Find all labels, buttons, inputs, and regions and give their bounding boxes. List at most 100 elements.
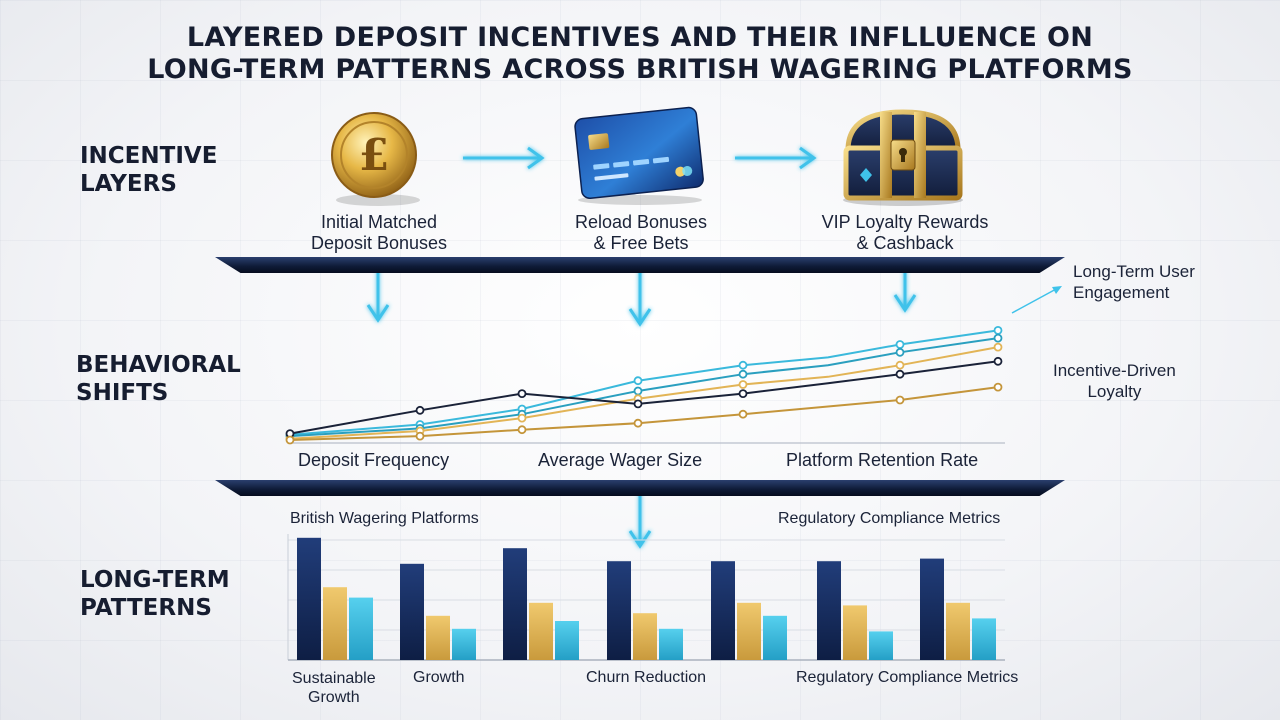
bar-group-5-series-3: [763, 615, 787, 660]
incentive-caption-initial-line-1: Initial Matched: [320, 212, 438, 232]
line-point: [895, 369, 905, 379]
line-point: [895, 340, 905, 349]
bar-group-6-series-3: [869, 631, 893, 660]
line-point: [895, 360, 905, 370]
bar-x-label-regulatory: Regulatory Compliance Metrics: [796, 669, 1019, 686]
bar-group-4-series-1: [607, 561, 631, 660]
line-point: [633, 376, 643, 386]
line-x-label-deposit-frequency: Deposit Frequency: [298, 450, 450, 470]
bar-group-1-series-2: [323, 587, 347, 660]
bar-group-6-series-2: [843, 605, 867, 660]
line-point: [738, 360, 748, 370]
arrow-down-icon: [628, 264, 652, 327]
section-behavioral-line-2: SHIFTS: [76, 380, 169, 406]
line-point: [738, 380, 748, 389]
line-point: [633, 386, 643, 396]
line-point: [285, 435, 295, 445]
line-point: [415, 405, 425, 415]
section-longterm-line-2: PATTERNS: [80, 595, 212, 621]
annotation-engagement-line-1: Long-Term User: [1073, 262, 1195, 281]
bar-group-6-series-1: [817, 561, 841, 660]
bar-group-2-series-2: [426, 615, 450, 660]
bar-group-7-series-2: [946, 602, 970, 660]
bar-group-4-series-3: [659, 628, 683, 660]
bar-group-3-series-1: [503, 548, 527, 660]
arrow-right-icon: [735, 146, 817, 170]
line-series-3: [289, 346, 999, 440]
bar-x-label-sustainable-growth: Sustainable Growth: [292, 669, 376, 707]
incentive-caption-initial-line-2: Deposit Bonuses: [310, 233, 448, 253]
svg-text:£: £: [359, 130, 390, 181]
incentive-caption-vip-line-2: & Cashback: [856, 233, 954, 253]
page-title: LAYERED DEPOSIT INCENTIVES AND THEIR INF…: [0, 22, 1280, 86]
divider-band-middle: [215, 480, 1065, 496]
behavior-line-chart: [285, 325, 1003, 445]
line-point: [993, 356, 1003, 366]
line-series-4: [289, 360, 999, 435]
patterns-bar-chart: [297, 537, 996, 660]
bar-group-1-series-1: [297, 537, 321, 660]
bar-x-label-growth: Growth: [413, 669, 465, 686]
divider-band-top: [215, 257, 1065, 273]
incentive-caption-reload: Reload Bonuses & Free Bets: [546, 212, 736, 254]
line-point: [517, 389, 527, 399]
line-point: [895, 395, 905, 405]
section-longterm-line-1: LONG-TERM: [80, 567, 230, 593]
bar-group-2-series-3: [452, 628, 476, 660]
bar-group-7-series-1: [920, 558, 944, 660]
line-point: [517, 413, 527, 423]
section-behavioral-line-1: BEHAVIORAL: [76, 352, 241, 378]
bar-group-2-series-1: [400, 563, 424, 660]
arrow-down-icon: [628, 488, 652, 549]
bar-group-3-series-2: [529, 602, 553, 660]
bar-group-5-series-2: [737, 602, 761, 660]
title-line-1: LAYERED DEPOSIT INCENTIVES AND THEIR INF…: [186, 22, 1094, 53]
bar-group-1-series-3: [349, 597, 373, 660]
credit-card-icon: [574, 106, 704, 205]
bar-group-3-series-3: [555, 621, 579, 660]
line-point: [415, 431, 425, 441]
line-x-label-average-wager: Average Wager Size: [538, 450, 703, 470]
annotation-engagement-line-2: Engagement: [1073, 283, 1170, 302]
line-point: [993, 333, 1003, 343]
title-line-2: LONG-TERM PATTERNS ACROSS BRITISH WAGERI…: [147, 54, 1133, 85]
pound-coin-icon: £: [331, 112, 420, 206]
line-point: [738, 369, 748, 379]
section-incentive-layers: INCENTIVE LAYERS: [80, 142, 217, 198]
line-point: [895, 347, 905, 357]
section-behavioral-shifts: BEHAVIORAL SHIFTS: [76, 351, 241, 407]
bar-group-7-series-3: [972, 618, 996, 660]
line-point: [517, 425, 527, 435]
line-x-label-retention-rate: Platform Retention Rate: [786, 450, 979, 470]
incentive-caption-vip: VIP Loyalty Rewards & Cashback: [800, 212, 1010, 254]
annotation-incentive-loyalty: Incentive-Driven Loyalty: [1053, 360, 1176, 402]
bar-top-label-compliance: Regulatory Compliance Metrics: [778, 510, 1001, 527]
section-incentive-line-1: INCENTIVE: [80, 143, 218, 169]
line-series-1: [289, 329, 999, 436]
incentive-caption-initial: Initial Matched Deposit Bonuses: [289, 212, 469, 254]
line-series-2: [289, 337, 999, 438]
arrow-down-icon: [366, 264, 390, 323]
treasure-chest-icon: [843, 109, 963, 206]
line-point: [993, 382, 1003, 392]
line-series-5: [289, 386, 999, 441]
section-incentive-line-2: LAYERS: [80, 171, 177, 197]
bar-x-label-sustainable-line-1: Sustainable: [292, 670, 376, 687]
arrow-right-icon: [463, 146, 545, 170]
bar-group-4-series-2: [633, 613, 657, 660]
bar-x-label-churn-reduction: Churn Reduction: [586, 669, 707, 686]
bar-x-label-sustainable-line-2: Growth: [308, 689, 360, 706]
incentive-caption-reload-line-1: Reload Bonuses: [574, 212, 708, 232]
bar-group-5-series-1: [711, 561, 735, 660]
line-point: [633, 418, 643, 428]
engagement-pointer-arrow: [1011, 286, 1062, 314]
line-point: [633, 399, 643, 409]
annotation-long-term-engagement: Long-Term User Engagement: [1073, 261, 1195, 303]
bar-top-label-platforms: British Wagering Platforms: [290, 510, 479, 527]
incentive-caption-reload-line-2: & Free Bets: [593, 233, 689, 253]
line-point: [993, 342, 1003, 352]
section-long-term-patterns: LONG-TERM PATTERNS: [80, 566, 230, 622]
line-point: [738, 409, 748, 419]
annotation-loyalty-line-1: Incentive-Driven: [1053, 361, 1176, 380]
